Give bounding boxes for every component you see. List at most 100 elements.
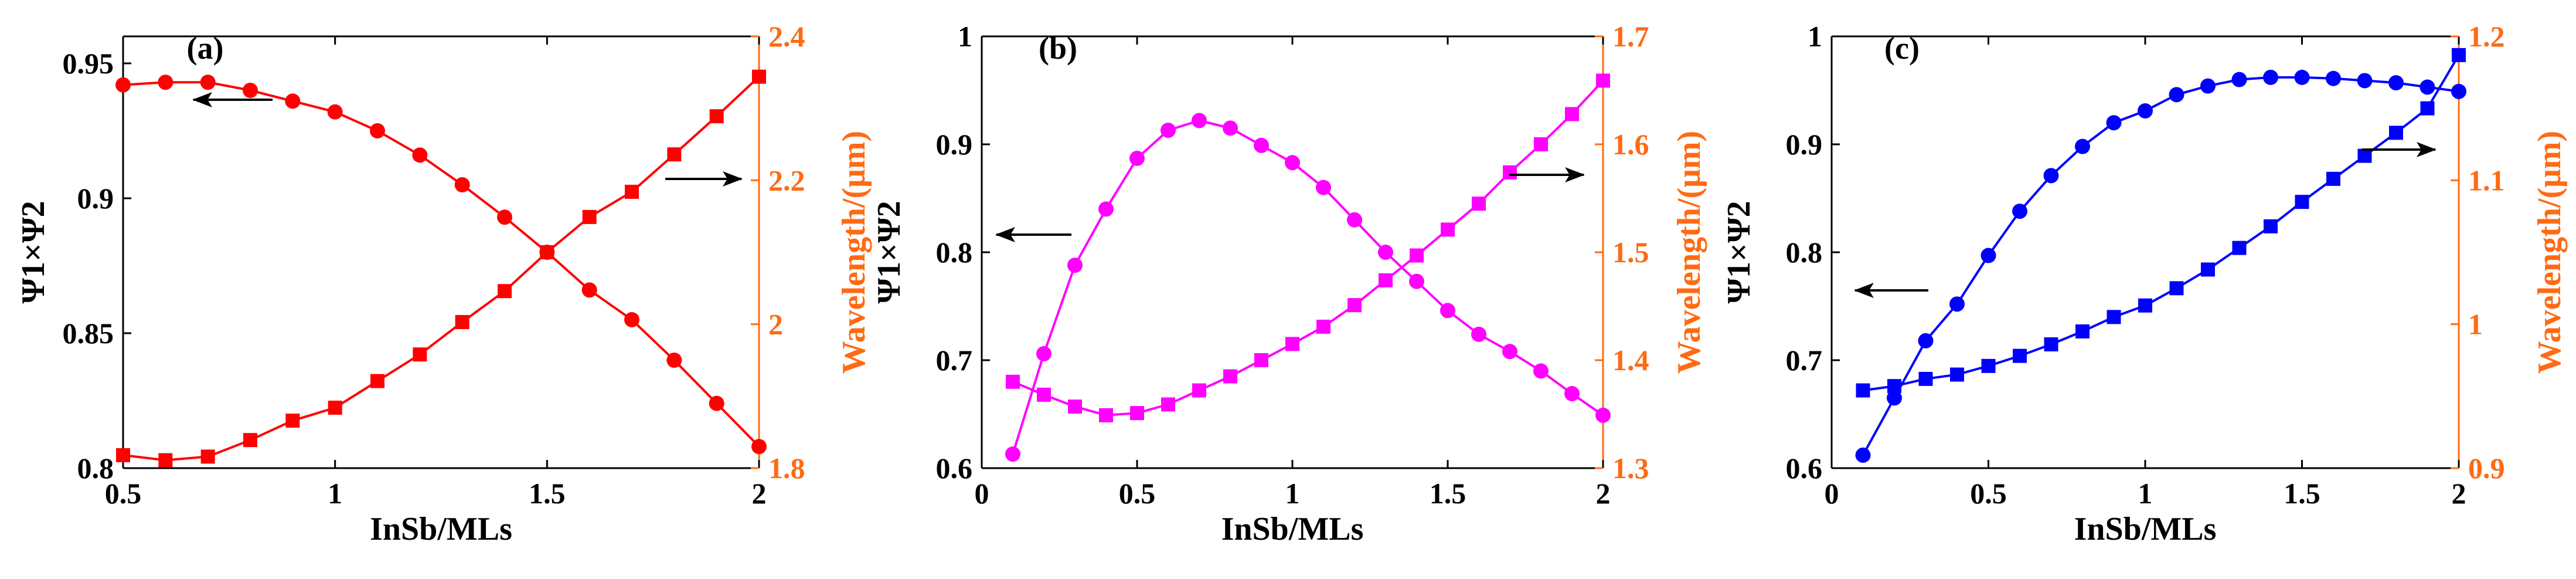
data-point-circle <box>2138 103 2153 118</box>
data-point-square <box>582 209 597 224</box>
data-point-circle <box>2012 204 2027 219</box>
data-point-square <box>2138 298 2152 313</box>
data-point-circle <box>2231 72 2247 87</box>
right-y-tick-label: 1 <box>2468 308 2483 341</box>
left-y-tick-label: 0.8 <box>77 452 114 485</box>
panel-label: (b) <box>1039 31 1077 66</box>
x-tick-label: 1 <box>1285 477 1300 510</box>
data-point-circle <box>2326 70 2341 86</box>
x-axis-label: InSb/MLs <box>370 511 512 547</box>
right-y-tick-label: 1.7 <box>1612 20 1649 53</box>
data-point-square <box>498 284 512 299</box>
data-point-circle <box>2169 87 2184 103</box>
left-y-tick-label: 0.8 <box>936 236 973 269</box>
x-axis-label: InSb/MLs <box>2074 511 2217 547</box>
data-point-square <box>1161 397 1175 412</box>
data-point-circle <box>1378 245 1393 260</box>
left-y-axis-label: Ψ1×Ψ2 <box>871 201 907 303</box>
data-point-circle <box>2075 138 2090 154</box>
data-point-square <box>2295 195 2309 209</box>
data-point-circle <box>1855 447 1871 463</box>
x-tick-label: 1.5 <box>529 477 566 510</box>
left-y-tick-label: 0.8 <box>1786 236 1823 269</box>
right-y-axis-label: Wavelength/(μm) <box>836 131 872 374</box>
x-tick-label: 0.5 <box>105 477 142 510</box>
panel-label: (a) <box>187 31 224 66</box>
x-tick-label: 2 <box>752 477 767 510</box>
data-point-circle <box>285 93 301 109</box>
data-point-square <box>1347 298 1362 313</box>
x-tick-label: 2 <box>2452 477 2466 510</box>
data-point-circle <box>2388 75 2404 91</box>
data-point-square <box>1472 197 1486 211</box>
data-point-square <box>2201 262 2215 277</box>
data-point-square <box>1006 374 1020 389</box>
data-point-circle <box>1316 180 1331 195</box>
left-y-axis-label: Ψ1×Ψ2 <box>15 201 52 303</box>
data-point-circle <box>158 75 173 90</box>
data-point-square <box>328 400 342 415</box>
data-point-circle <box>2263 69 2278 85</box>
data-point-square <box>540 245 554 259</box>
data-point-circle <box>666 353 682 368</box>
data-point-square <box>1856 383 1870 398</box>
left-y-tick-label: 0.6 <box>1786 452 1823 485</box>
data-point-circle <box>412 147 428 163</box>
right-y-tick-label: 1.2 <box>2468 20 2505 53</box>
data-point-square <box>2107 310 2121 324</box>
data-point-square <box>1534 137 1548 151</box>
data-point-square <box>1068 399 1082 414</box>
data-point-square <box>243 433 257 448</box>
x-tick-label: 0.5 <box>1970 477 2007 510</box>
right-y-tick-label: 0.9 <box>2468 452 2505 485</box>
left-y-tick-label: 0.9 <box>1786 128 1823 161</box>
data-point-circle <box>1502 344 1517 360</box>
data-point-square <box>2420 101 2435 116</box>
data-point-square <box>2357 148 2372 163</box>
chart-panel-a: 0.5 1 1.5 20.80.850.90.951.822.22.4InSb/MLs… <box>15 20 872 547</box>
right-y-tick-label: 1.3 <box>1612 452 1649 485</box>
data-point-square <box>1565 107 1579 121</box>
left-y-tick-label: 0.7 <box>936 344 973 377</box>
data-point-circle <box>454 177 470 192</box>
data-point-square <box>1316 319 1330 334</box>
x-tick-label: 0 <box>975 477 989 510</box>
data-point-square <box>1379 273 1393 287</box>
data-point-circle <box>2106 115 2122 131</box>
data-point-circle <box>1347 212 1362 228</box>
chart-panel-b: 0 0.5 1 1.5 2 0.6 0.7 0.8 0.9 1 1.3 1.4 1.5 1.6 1.7 InS… <box>871 20 1707 547</box>
data-point-square <box>1130 406 1144 421</box>
data-point-circle <box>2451 83 2466 99</box>
left-y-tick-label: 1 <box>1808 20 1822 53</box>
data-point-circle <box>1471 326 1486 342</box>
right-y-tick-label: 2 <box>768 308 783 341</box>
x-tick-label: 0 <box>1825 477 1839 510</box>
data-point-square <box>1887 379 1901 394</box>
data-point-square <box>1099 408 1113 422</box>
data-point-circle <box>243 83 258 98</box>
right-y-axis-label: Wavelength/(μm) <box>1671 131 1707 374</box>
data-point-square <box>2013 348 2027 363</box>
data-point-circle <box>200 75 216 90</box>
left-y-tick-label: 0.95 <box>63 47 114 80</box>
data-point-circle <box>1981 248 1996 263</box>
data-point-circle <box>1440 303 1455 319</box>
data-point-circle <box>1129 150 1145 166</box>
data-point-circle <box>2294 69 2310 85</box>
panel-label: (c) <box>1884 31 1920 66</box>
data-point-circle <box>497 209 512 225</box>
series-line-square <box>122 76 760 462</box>
data-point-square <box>2044 337 2058 352</box>
right-y-tick-label: 1.5 <box>1612 236 1649 269</box>
data-point-square <box>200 449 215 464</box>
data-point-circle <box>1564 386 1580 402</box>
x-tick-label: 1.5 <box>1430 477 1466 510</box>
data-point-circle <box>1409 273 1424 289</box>
data-point-circle <box>1098 201 1114 217</box>
data-point-square <box>370 374 384 388</box>
data-point-square <box>1410 248 1424 263</box>
data-point-circle <box>1192 113 1207 128</box>
data-point-circle <box>1036 346 1052 361</box>
